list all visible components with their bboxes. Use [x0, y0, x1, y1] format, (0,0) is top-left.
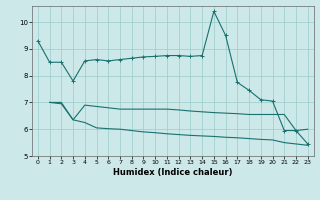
- X-axis label: Humidex (Indice chaleur): Humidex (Indice chaleur): [113, 168, 233, 177]
